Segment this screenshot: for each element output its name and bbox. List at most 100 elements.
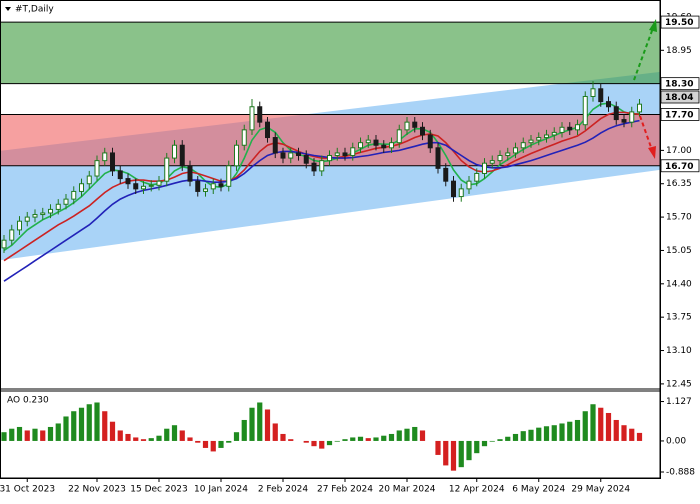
ao-bar [629,428,635,441]
candle-body [210,183,216,190]
candle-body [559,126,565,133]
ao-bar [520,431,526,441]
level-label: 19.50 [665,18,693,28]
chart-title: #T,Daily [15,5,54,15]
ao-bar [78,407,85,441]
candle-body [582,95,588,126]
ao-bar [40,430,46,441]
ao-bar [605,412,612,441]
y-tick-label: 13.75 [666,313,692,323]
current-price-label: 18.04 [665,93,693,103]
ao-bar [512,433,519,441]
candle-body [613,106,619,121]
ao-bar [342,439,348,441]
level-box [660,108,700,121]
ao-bar [117,430,123,441]
ao-bar [241,419,247,441]
up-arrow-line [633,27,654,81]
candle-body [63,198,69,205]
candle-body [637,103,642,113]
x-tick-label: 27 Feb 2024 [317,485,373,495]
candle-body [102,152,108,162]
x-tick-label: 6 May 2024 [512,485,565,495]
x-tick-label: 29 May 2024 [571,485,630,495]
candle-body [79,183,84,192]
y-tick-label: 14.40 [666,279,692,289]
candle-body [365,139,371,144]
candle-body [334,152,340,157]
candle-body [420,126,425,136]
y-tick-label: 13.10 [666,346,692,356]
y-tick-label: 18.95 [666,46,692,56]
ao-bar [249,407,255,441]
x-tick-label: 10 Jan 2024 [194,485,248,495]
ao-bar [264,409,271,441]
candle-body [218,183,224,187]
candle-body [40,212,46,216]
candle-body [350,147,356,157]
ao-bar [636,432,643,441]
ao-bar [140,439,147,441]
candle-body [513,147,518,154]
x-tick-label: 22 Nov 2023 [68,485,126,495]
candle-body [179,144,185,167]
candle-body [148,184,154,187]
ao-bar [32,428,38,441]
candle-body [311,162,317,172]
candle-body [257,106,263,123]
x-tick-label: 15 Dec 2023 [130,485,188,495]
ao-bar [505,436,511,441]
ao-bar [125,433,131,441]
frame [0,0,661,479]
ao-bar [396,430,402,441]
ao-bar [613,419,619,441]
candle-body [427,134,433,149]
ao-bar [388,433,395,441]
indicator-label: AO 0.230 [7,396,49,406]
ao-bar [9,428,15,441]
candle-body [203,188,208,192]
candle-body [412,121,418,128]
candle-body [9,229,15,241]
candle-body [567,126,573,131]
ao-bar [450,440,457,471]
ao-bar [373,437,379,441]
ao-bar [86,404,92,441]
candle-body [451,180,456,198]
ao-bar [590,404,596,441]
ao-bar [435,440,441,455]
ao-bar [226,440,232,443]
zone [0,22,660,84]
ao-bar [133,437,139,441]
ao-bar [481,440,488,447]
candle-body [172,144,177,159]
level-box [660,77,700,91]
x-tick-label: 2 Feb 2024 [258,485,309,495]
candle-body [544,134,549,139]
candle-body [133,183,139,190]
ao-bar [102,411,108,441]
down-arrow-head [648,146,656,159]
candle-body [280,152,286,159]
ao-bar [179,430,185,441]
ao-bar [551,425,557,441]
candle-body [32,214,38,218]
candle-body [629,111,635,123]
ao-bar [47,426,54,441]
ao-bar [474,440,480,454]
candle-body [241,129,247,146]
ao-bar [559,423,565,441]
candle-body [489,160,495,164]
candle-body [265,121,270,139]
level-label: 17.70 [665,110,693,120]
ao-bar [365,438,371,441]
ao-bar [311,440,317,447]
candle-body [551,131,557,136]
ao-bar [16,426,23,441]
candle-body [389,142,394,149]
ao-bar [412,426,418,441]
candle-body [110,152,115,172]
ao-bar [210,440,216,452]
ao-bar [288,439,294,441]
ao-bar [148,438,154,441]
